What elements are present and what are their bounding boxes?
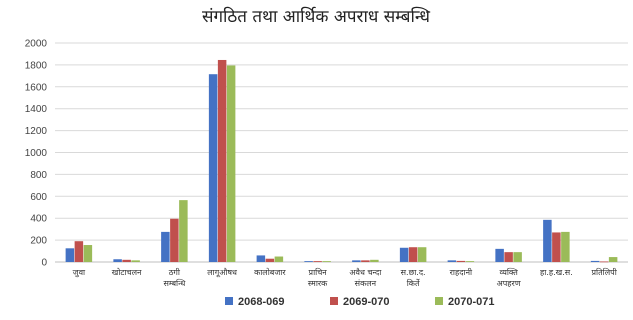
legend-swatch bbox=[435, 297, 443, 305]
bar-2068-069-5 bbox=[304, 261, 313, 262]
bar-2068-069-10 bbox=[543, 219, 552, 262]
y-tick-label: 1200 bbox=[25, 126, 48, 137]
bar-2070-071-8 bbox=[465, 261, 475, 262]
bar-2068-069-9 bbox=[495, 248, 504, 262]
x-category-label: व्यक्ति bbox=[499, 267, 518, 277]
bar-2069-070-0 bbox=[74, 241, 84, 262]
x-category-label: प्रतिलिपी bbox=[591, 267, 617, 277]
x-category-label: स.छा.द. bbox=[401, 268, 426, 277]
x-category-label: जुवा bbox=[73, 268, 86, 278]
bar-2069-070-2 bbox=[170, 218, 179, 262]
x-category-label: किर्ते bbox=[407, 278, 421, 288]
bar-2068-069-6 bbox=[352, 260, 361, 262]
x-category-label: प्राचिन bbox=[309, 267, 328, 277]
bar-2069-070-10 bbox=[552, 232, 561, 262]
bar-2069-070-4 bbox=[265, 258, 275, 262]
bar-2069-070-1 bbox=[122, 259, 131, 262]
x-axis: जुवा खोटाचलन ठगीसम्बन्धि लागूऔषध कालोबजार प्र… bbox=[73, 267, 618, 288]
bar-2070-071-11 bbox=[608, 257, 618, 262]
bar-2068-069-7 bbox=[399, 247, 409, 262]
bar-2069-070-8 bbox=[456, 260, 466, 262]
bar-2068-069-3 bbox=[208, 74, 218, 263]
x-category-label: अवैध चन्दा bbox=[349, 267, 382, 277]
x-category-label: ठगी bbox=[169, 267, 181, 277]
y-tick-label: 2000 bbox=[25, 39, 48, 50]
bar-2070-071-3 bbox=[226, 65, 236, 262]
bar-2070-071-6 bbox=[370, 259, 379, 262]
y-tick-label: 1800 bbox=[25, 60, 48, 71]
bar-2069-070-9 bbox=[504, 252, 513, 262]
bar-2068-069-0 bbox=[65, 248, 75, 262]
y-tick-label: 1600 bbox=[25, 82, 48, 93]
y-tick-label: 1000 bbox=[25, 148, 48, 159]
bar-2069-070-11 bbox=[599, 261, 609, 263]
bar-2069-070-7 bbox=[408, 247, 418, 262]
x-category-label: हा.ह.ख.स. bbox=[540, 268, 573, 277]
legend-swatch bbox=[225, 297, 233, 305]
y-tick-label: 200 bbox=[30, 236, 47, 247]
bar-2070-071-0 bbox=[83, 245, 93, 262]
legend-label: 2068-069 bbox=[238, 296, 285, 308]
x-category-label: संकलन bbox=[355, 279, 377, 288]
x-category-label: स्मारक bbox=[308, 279, 328, 288]
legend-label: 2069-070 bbox=[343, 296, 390, 308]
bar-2070-071-1 bbox=[131, 260, 140, 262]
x-category-label: लागूऔषध bbox=[207, 267, 238, 278]
bars bbox=[65, 59, 618, 263]
bar-2068-069-11 bbox=[590, 260, 600, 262]
bar-2068-069-4 bbox=[256, 255, 266, 262]
bar-2068-069-2 bbox=[161, 231, 170, 262]
y-tick-label: 1400 bbox=[25, 104, 48, 115]
bar-2069-070-6 bbox=[361, 260, 370, 262]
bar-2068-069-8 bbox=[447, 260, 457, 262]
y-axis: 0 200 400 600 800 1000 1200 1400 1600 1800 2000 bbox=[25, 39, 48, 269]
bar-2070-071-7 bbox=[417, 247, 427, 262]
y-tick-label: 400 bbox=[30, 214, 47, 225]
legend-label: 2070-071 bbox=[448, 296, 495, 308]
x-category-label: खोटाचलन bbox=[112, 267, 142, 277]
bar-2070-071-5 bbox=[322, 261, 331, 262]
gridlines bbox=[55, 42, 628, 263]
x-category-label: कालोबजार bbox=[254, 267, 286, 277]
x-category-label: सम्बन्धि bbox=[163, 278, 186, 288]
y-tick-label: 0 bbox=[41, 258, 47, 269]
bar-2068-069-1 bbox=[113, 259, 122, 262]
bar-2070-071-4 bbox=[274, 256, 284, 262]
legend: 2068-069 2069-070 2070-071 bbox=[225, 296, 495, 308]
bar-2069-070-3 bbox=[217, 59, 227, 262]
legend-swatch bbox=[330, 297, 338, 305]
bar-2070-071-2 bbox=[179, 200, 188, 262]
bar-2070-071-9 bbox=[513, 252, 522, 262]
y-tick-label: 600 bbox=[30, 192, 47, 203]
chart-title: संगठित तथा आर्थिक अपराध सम्बन्धि bbox=[202, 6, 431, 27]
bar-2069-070-5 bbox=[313, 261, 322, 262]
x-category-label: राहदानी bbox=[450, 267, 473, 277]
bar-2070-071-10 bbox=[561, 231, 570, 262]
x-category-label: अपहरण bbox=[497, 279, 521, 288]
y-tick-label: 800 bbox=[30, 170, 47, 181]
